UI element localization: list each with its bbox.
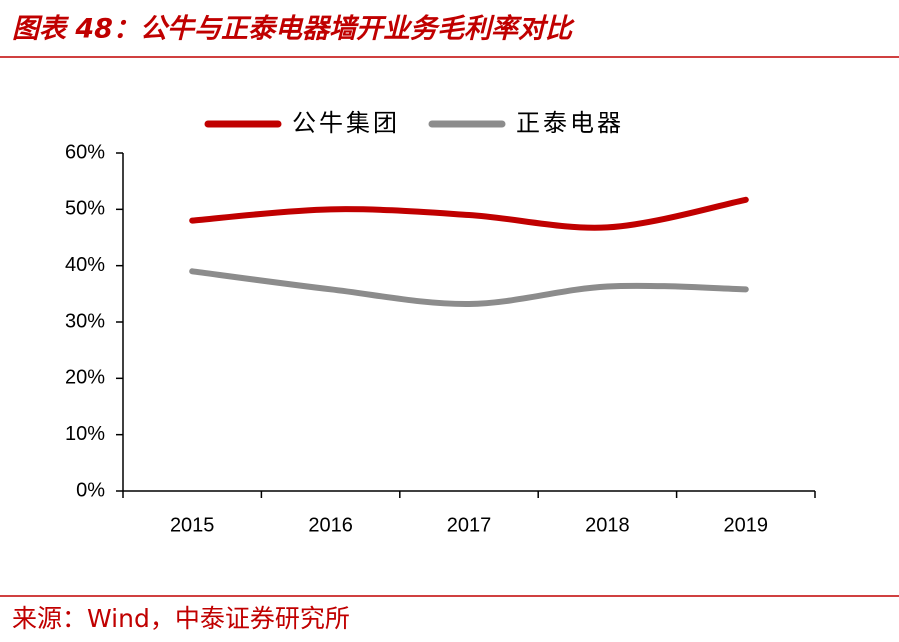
y-tick-label: 50% bbox=[65, 198, 105, 220]
y-tick-label: 20% bbox=[65, 367, 105, 389]
chart-title: 图表 48：公牛与正泰电器墙开业务毛利率对比 bbox=[12, 14, 575, 45]
y-tick-label: 60% bbox=[65, 141, 105, 163]
y-tick-label: 10% bbox=[65, 423, 105, 445]
series-line bbox=[189, 268, 749, 307]
y-tick-label: 0% bbox=[76, 479, 105, 501]
legend-label: 公牛集团 bbox=[292, 109, 400, 137]
x-tick-label: 2017 bbox=[447, 514, 492, 536]
source-note: 来源：Wind，中泰证券研究所 bbox=[12, 604, 350, 633]
y-tick-label: 30% bbox=[65, 310, 105, 332]
x-tick-label: 2016 bbox=[308, 514, 353, 536]
legend-label: 正泰电器 bbox=[516, 109, 624, 137]
x-tick-label: 2018 bbox=[585, 514, 630, 536]
series-line bbox=[189, 196, 749, 231]
y-tick-label: 40% bbox=[65, 254, 105, 276]
x-tick-label: 2015 bbox=[170, 514, 215, 536]
x-tick-label: 2019 bbox=[724, 514, 769, 536]
